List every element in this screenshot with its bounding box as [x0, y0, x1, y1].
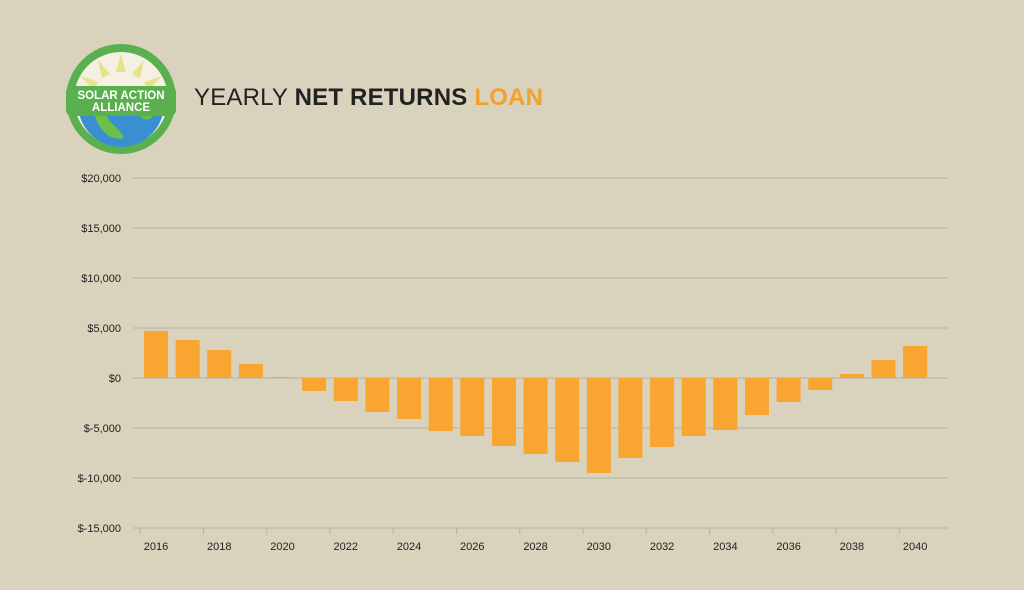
bar-2023 [365, 378, 390, 412]
bar-2033 [681, 378, 706, 436]
bar-2018 [207, 350, 232, 378]
x-tick-label: 2026 [460, 541, 484, 553]
bar-2016 [144, 331, 168, 378]
title-bold: NET RETURNS [294, 84, 468, 111]
y-tick-label: $5,000 [87, 323, 121, 335]
bar-2019 [238, 364, 263, 378]
x-tick-label: 2024 [397, 541, 421, 553]
logo-banner [66, 86, 176, 116]
bar-2031 [618, 378, 643, 458]
bar-2032 [650, 378, 675, 447]
x-tick-label: 2030 [587, 541, 611, 553]
bar-2036 [776, 378, 801, 402]
y-tick-label: $-5,000 [84, 423, 121, 435]
bar-2027 [491, 378, 516, 446]
bar-2024 [397, 378, 422, 419]
bar-2038 [839, 374, 864, 378]
x-tick-label: 2034 [713, 541, 737, 553]
y-tick-label: $15,000 [81, 223, 121, 235]
x-tick-label: 2032 [650, 541, 674, 553]
bar-2021 [302, 378, 327, 391]
x-tick-label: 2020 [270, 541, 294, 553]
bar-2029 [555, 378, 580, 462]
x-tick-label: 2016 [144, 541, 168, 553]
bar-2034 [713, 378, 738, 430]
logo-text-line2: ALLIANCE [92, 102, 150, 114]
bar-2037 [808, 378, 833, 390]
bar-2025 [428, 378, 453, 431]
x-tick-label: 2028 [523, 541, 547, 553]
x-tick-label: 2022 [334, 541, 358, 553]
y-tick-label: $-10,000 [78, 473, 121, 485]
title-prefix: YEARLY [194, 84, 288, 111]
x-tick-label: 2040 [903, 541, 927, 553]
bar-2040 [903, 346, 928, 378]
bar-2039 [871, 360, 896, 378]
title-accent: LOAN [474, 84, 544, 111]
bar-2035 [744, 378, 769, 415]
x-tick-label: 2038 [840, 541, 864, 553]
bar-2030 [586, 378, 611, 473]
bar-2026 [460, 378, 485, 436]
x-tick-label: 2018 [207, 541, 231, 553]
solar-action-alliance-logo: SOLAR ACTION ALLIANCE [66, 44, 176, 154]
bar-2020 [270, 377, 295, 378]
chart-title: YEARLY NET RETURNS LOAN [194, 84, 543, 112]
logo-text-line1: SOLAR ACTION [77, 90, 164, 102]
bar-2017 [175, 340, 200, 378]
x-tick-label: 2036 [776, 541, 800, 553]
y-tick-label: $10,000 [81, 273, 121, 285]
y-tick-label: $-15,000 [78, 523, 121, 535]
bar-2022 [333, 378, 358, 401]
y-tick-label: $20,000 [81, 173, 121, 185]
bar-2028 [523, 378, 548, 454]
y-tick-label: $0 [109, 373, 121, 385]
